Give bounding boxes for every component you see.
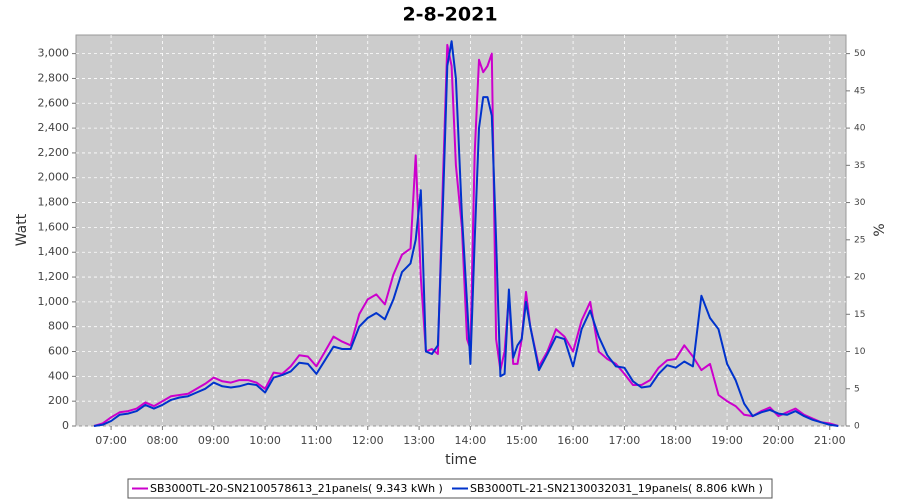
legend-label: SB3000TL-21-SN2130032031_19panels( 8.806… <box>470 482 763 495</box>
y-tick-label: 3,000 <box>38 47 70 60</box>
x-tick-label: 09:00 <box>198 434 230 447</box>
legend <box>127 478 773 499</box>
y-tick-label: 1,200 <box>38 270 70 283</box>
x-axis-label: time <box>445 452 477 468</box>
y-tick-label: 2,600 <box>38 96 70 109</box>
y-tick-label: 0 <box>62 419 69 432</box>
y-tick-label: 2,800 <box>38 71 70 84</box>
y2-tick-label: 50 <box>854 49 866 59</box>
x-tick-label: 08:00 <box>147 434 179 447</box>
y-tick-label: 600 <box>48 345 69 358</box>
y2-tick-label: 30 <box>854 198 866 208</box>
x-tick-label: 13:00 <box>403 434 435 447</box>
x-tick-label: 17:00 <box>609 434 641 447</box>
y2-tick-label: 15 <box>854 310 865 320</box>
x-tick-label: 14:00 <box>455 434 487 447</box>
x-tick-label: 19:00 <box>711 434 743 447</box>
chart-title: 2-8-2021 <box>402 4 497 26</box>
y-tick-label: 1,600 <box>38 220 70 233</box>
y2-tick-label: 5 <box>854 384 860 394</box>
y-tick-label: 400 <box>48 369 69 382</box>
series-line <box>93 43 839 427</box>
y2-tick-label: 40 <box>854 124 866 134</box>
x-tick-label: 16:00 <box>557 434 589 447</box>
x-tick-label: 10:00 <box>249 434 281 447</box>
y-tick-label: 800 <box>48 320 69 333</box>
y-tick-label: 1,800 <box>38 196 70 209</box>
y-tick-label: 2,200 <box>38 146 70 159</box>
x-tick-label: 15:00 <box>506 434 538 447</box>
y2-tick-label: 0 <box>854 422 860 432</box>
x-tick-label: 11:00 <box>301 434 333 447</box>
x-tick-label: 18:00 <box>660 434 692 447</box>
x-tick-label: 21:00 <box>814 434 846 447</box>
y2-tick-label: 10 <box>854 347 866 357</box>
y-tick-label: 200 <box>48 394 69 407</box>
y-tick-label: 1,400 <box>38 245 70 258</box>
y-tick-label: 2,000 <box>38 171 70 184</box>
y-tick-label: 2,400 <box>38 121 70 134</box>
y-tick-label: 1,000 <box>38 295 70 308</box>
y-axis-label: Watt <box>14 213 30 246</box>
y2-tick-label: 45 <box>854 86 865 96</box>
x-tick-label: 20:00 <box>763 434 795 447</box>
y2-axis-label: % <box>872 223 888 236</box>
y2-tick-label: 25 <box>854 235 865 245</box>
y2-tick-label: 35 <box>854 161 865 171</box>
series-line <box>93 40 839 427</box>
legend-label: SB3000TL-20-SN2100578613_21panels( 9.343… <box>150 482 443 495</box>
x-tick-label: 07:00 <box>95 434 127 447</box>
x-tick-label: 12:00 <box>352 434 384 447</box>
y2-tick-label: 20 <box>854 273 866 283</box>
plot-area <box>75 34 847 427</box>
